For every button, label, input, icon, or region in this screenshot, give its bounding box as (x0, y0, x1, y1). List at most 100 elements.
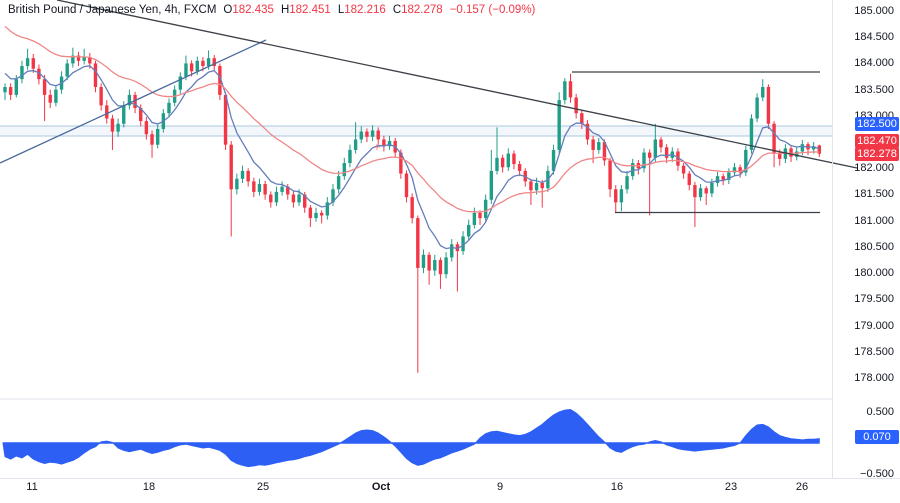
indicator-axis-label: −0.500 (860, 468, 894, 480)
candle-body (529, 181, 533, 191)
price-axis-label: 180.000 (854, 267, 894, 279)
candle-body (218, 66, 222, 95)
symbol-title[interactable]: British Pound / Japanese Yen, 4h, FXCM (8, 4, 217, 16)
candle-body (704, 188, 708, 194)
candle-body (444, 257, 448, 275)
candle-body (450, 244, 454, 258)
ohlc-value: 182.216 (344, 4, 386, 16)
candle-body (206, 58, 211, 67)
time-axis-label-25: 25 (256, 481, 270, 493)
change-value: −0.157 (−0.09%) (449, 4, 536, 16)
candle-body (223, 94, 228, 145)
axis-horizontal-separator (0, 478, 900, 479)
candle-body (557, 100, 561, 150)
candle-body (8, 87, 13, 95)
descending-trendline[interactable] (56, 0, 858, 169)
indicator-axis-label: 0.500 (866, 406, 894, 418)
drawing-anchor-cross[interactable] (374, 144, 380, 150)
candle-body (574, 97, 578, 114)
price-axis-label: 178.000 (854, 372, 894, 384)
candle-body (495, 157, 499, 171)
candle-body (167, 102, 171, 114)
time-axis-label-11: 11 (26, 481, 38, 493)
candle-body (614, 189, 618, 203)
candle-body (76, 55, 81, 61)
candle-body (715, 176, 720, 183)
candle-body (370, 130, 375, 137)
candle-body (342, 163, 346, 177)
candle-body (551, 149, 556, 171)
ohlc-label: C (392, 4, 402, 16)
candle-body (303, 194, 307, 208)
candle-body (252, 181, 256, 192)
candle-body (416, 218, 420, 268)
ohlc-label: O (223, 4, 233, 16)
candle-body (795, 151, 799, 157)
candle-body (37, 68, 41, 80)
candle-body (82, 57, 86, 61)
candle-body (811, 146, 816, 150)
candle-body (421, 254, 426, 268)
candle-body (681, 165, 686, 174)
candle-body (189, 63, 194, 72)
candle-body (331, 189, 335, 203)
candle-body (110, 118, 115, 132)
candle-body (387, 141, 392, 147)
candle-body (133, 94, 137, 108)
candle-body (314, 212, 318, 219)
candle-body (433, 260, 437, 271)
candle-body (800, 144, 805, 152)
price-badge-182.470: 182.470 (855, 134, 899, 148)
candle-body (105, 105, 109, 119)
candle-body (625, 176, 629, 190)
candle-body (359, 131, 363, 140)
candle-body (229, 144, 233, 190)
candle-body (693, 185, 697, 198)
candle-body (336, 176, 341, 190)
candle-body (410, 197, 414, 219)
candle-body (472, 212, 477, 225)
candle-body (772, 123, 776, 153)
symbol-legend[interactable]: British Pound / Japanese Yen, 4h, FXCM O 1… (8, 4, 535, 16)
candle-body (325, 202, 330, 216)
candle-body (54, 89, 58, 103)
indicator-value-badge: 0.070 (855, 430, 899, 444)
candle-body (178, 76, 183, 90)
candle-body (42, 79, 47, 95)
candle-body (212, 58, 216, 67)
candle-body (478, 212, 482, 219)
candle-body (602, 142, 607, 161)
candle-body (291, 194, 296, 203)
candle-body (308, 207, 313, 219)
price-axis-label: 181.500 (854, 188, 894, 200)
candle-body (778, 152, 782, 159)
candle-body (512, 153, 516, 165)
time-axis-label-16: 16 (610, 481, 624, 493)
price-zone-band[interactable] (0, 126, 833, 136)
candle-body (710, 182, 714, 194)
candle-body (631, 163, 635, 177)
candle-body (144, 121, 149, 135)
candle-body (642, 152, 646, 169)
candle-body (263, 184, 267, 195)
price-badge-182.278: 182.278 (855, 147, 899, 161)
ohlc-value: 182.451 (289, 4, 331, 16)
candle-body (257, 184, 262, 192)
candle-body (534, 182, 539, 191)
candle-body (766, 87, 771, 124)
candle-body (500, 157, 505, 168)
time-axis-label-26: 26 (795, 481, 809, 493)
candle-body (269, 194, 273, 203)
price-chart-canvas[interactable] (0, 0, 900, 478)
candle-body (99, 87, 103, 106)
candle-body (286, 186, 290, 195)
candle-body (489, 170, 494, 200)
candle-body (399, 152, 403, 174)
candle-body (568, 81, 573, 98)
candle-body (404, 173, 409, 198)
price-axis-label: 184.500 (854, 31, 894, 43)
candle-body (563, 81, 567, 101)
ascending-trendline[interactable] (0, 39, 267, 164)
candle-body (376, 130, 380, 140)
